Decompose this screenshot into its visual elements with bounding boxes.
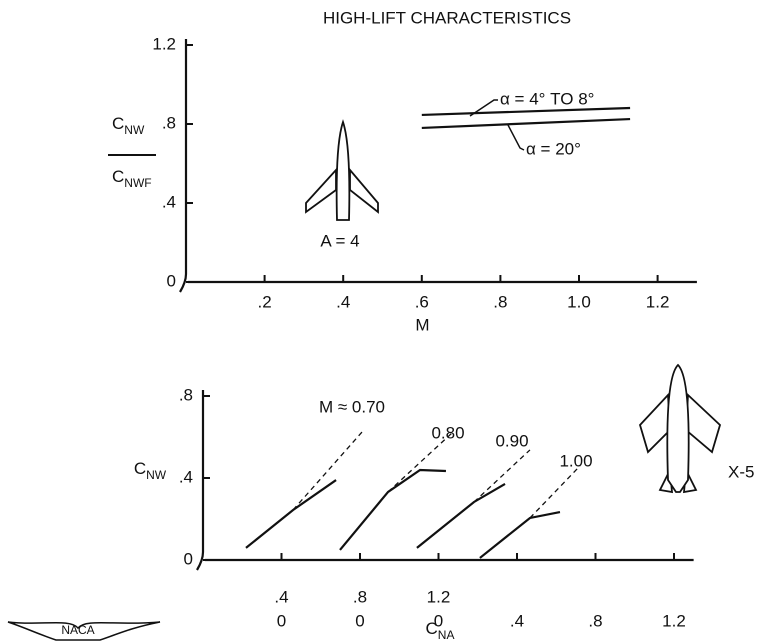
logo-text: NACA: [61, 623, 94, 637]
series-label: α = 4° TO 8°: [500, 89, 594, 108]
axes: [179, 39, 697, 293]
series-line: [421, 117, 631, 130]
annotation: A = 4: [320, 231, 359, 250]
y-axis-label-sub: NW: [146, 468, 167, 482]
naca-logo: NACA: [7, 621, 161, 641]
tangent-line: [387, 431, 454, 493]
x-axis-label-main: C: [426, 619, 438, 638]
series-line: [479, 510, 561, 559]
series-line: [421, 106, 631, 117]
y-label-denominator: CNWF: [112, 167, 152, 190]
x-tick-label: .2: [258, 292, 272, 311]
y-tick-label: 1.2: [152, 34, 176, 53]
y-tick-label: .4: [179, 467, 193, 486]
x-tick-label: 1.2: [646, 292, 670, 311]
y-label-numerator: CNW: [112, 114, 145, 137]
y-tick-label: 0: [167, 271, 176, 290]
x-tick-label: 0: [434, 611, 443, 630]
series-label: α = 20°: [526, 139, 581, 158]
x-tick-label: .8: [493, 292, 507, 311]
leader-line: [507, 124, 525, 151]
y-tick-label: .8: [162, 113, 176, 132]
axes: [196, 390, 694, 571]
y-label-main: C: [112, 167, 124, 186]
aircraft-a4: [305, 119, 379, 221]
x-tick-label: .4: [510, 611, 524, 630]
y-axis-label: CNW: [134, 459, 167, 482]
y-label-sub: NW: [124, 123, 145, 137]
chart-title: HIGH-LIFT CHARACTERISTICS: [323, 8, 571, 27]
leader-line: [469, 99, 498, 117]
x-axis-label-sub: NA: [438, 628, 455, 642]
y-label-main: C: [112, 114, 124, 133]
x-axis-label: M: [415, 315, 429, 334]
y-axis-label-main: C: [134, 459, 146, 478]
y-label-sub: NWF: [124, 176, 151, 190]
tangent-line: [292, 431, 363, 511]
annotation: X-5: [728, 462, 754, 481]
x-tick-label: 1.0: [567, 292, 591, 311]
series-label: 1.00: [559, 451, 592, 470]
x-axis-label: CNA: [426, 619, 455, 642]
x-tick-label: .8: [353, 587, 367, 606]
y-tick-label: 0: [184, 549, 193, 568]
x-tick-label: .8: [588, 611, 602, 630]
x-tick-label: .6: [415, 292, 429, 311]
x-tick-label: .4: [336, 292, 350, 311]
series-line: [245, 479, 337, 549]
tangent-line: [529, 465, 581, 519]
aircraft-x5: [638, 363, 722, 494]
series-label: 0.80: [431, 423, 464, 442]
x-tick-label: 0: [277, 611, 286, 630]
tangent-line: [473, 449, 531, 503]
series-label: 0.90: [495, 431, 528, 450]
series-line: [416, 482, 506, 549]
x-tick-label: 1.2: [662, 611, 686, 630]
series-line: [339, 468, 447, 551]
y-tick-label: .4: [162, 192, 176, 211]
x-tick-label: .4: [274, 587, 288, 606]
x-tick-label: 0: [355, 611, 364, 630]
y-tick-label: .8: [179, 385, 193, 404]
series-label: M ≈ 0.70: [319, 397, 385, 416]
x-tick-label: 1.2: [427, 587, 451, 606]
